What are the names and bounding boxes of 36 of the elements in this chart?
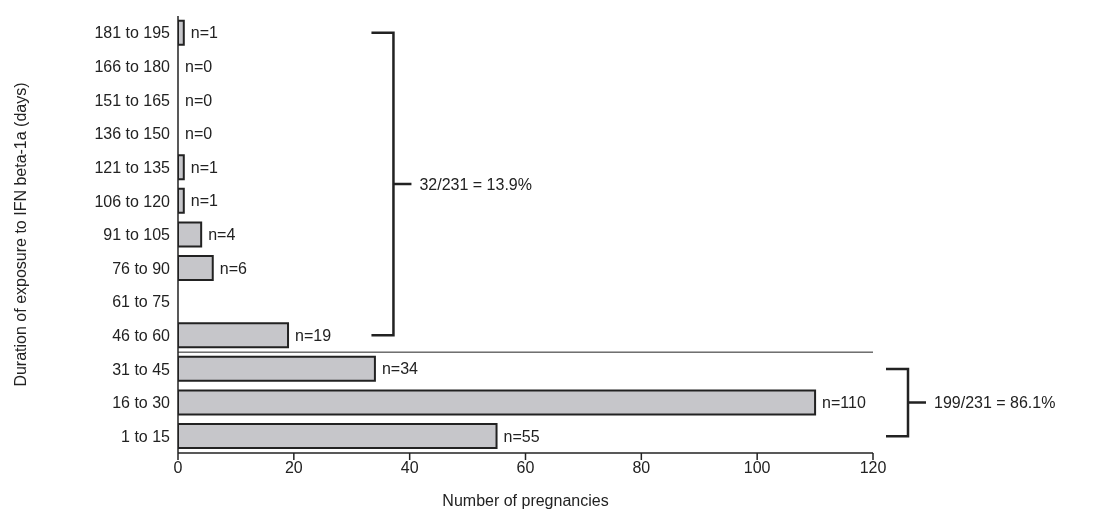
x-tick-label: 120: [859, 459, 887, 477]
y-axis-title: Duration of exposure to IFN beta-1a (days): [11, 82, 29, 387]
x-tick-label: 80: [632, 459, 651, 477]
data-label: n=34: [381, 360, 419, 378]
x-tick-label: 100: [743, 459, 771, 477]
x-axis-title: Number of pregnancies: [442, 492, 609, 509]
data-label: n=110: [822, 394, 866, 412]
data-label: n=19: [295, 326, 332, 344]
y-tick-label: 121 to 135: [94, 158, 171, 176]
data-label: n=0: [185, 57, 213, 75]
y-tick-label: 76 to 90: [112, 259, 171, 277]
x-tick-label: 0: [173, 459, 183, 477]
data-label: n=4: [208, 226, 236, 243]
data-label: n=1: [190, 24, 219, 42]
data-label: n=55: [503, 427, 540, 445]
data-label: n=0: [185, 125, 213, 143]
y-tick-label: 91 to 105: [103, 226, 171, 244]
data-label: n=1: [190, 192, 219, 210]
x-tick-label: 40: [400, 459, 419, 477]
y-tick-label: 166 to 180: [94, 58, 171, 76]
y-tick-label: 181 to 195: [94, 24, 171, 42]
y-tick-label: 46 to 60: [112, 327, 171, 345]
data-label: n=6: [219, 259, 247, 277]
data-label: n=1: [190, 158, 219, 176]
y-tick-label: 106 to 120: [94, 192, 171, 210]
y-tick-label: 31 to 45: [112, 360, 171, 378]
data-label: n=0: [185, 91, 213, 109]
y-tick-label: 136 to 150: [94, 125, 171, 143]
x-tick-label: 20: [284, 459, 303, 477]
y-tick-label: 61 to 75: [112, 293, 171, 311]
y-tick-label: 151 to 165: [94, 91, 171, 109]
y-tick-label: 1 to 15: [121, 427, 171, 445]
y-tick-label: 16 to 30: [112, 394, 171, 412]
annotation: 32/231 = 13.9%: [419, 175, 532, 193]
text: 199/231 = 86.1%: [934, 394, 1056, 412]
x-tick-label: 60: [516, 459, 535, 477]
